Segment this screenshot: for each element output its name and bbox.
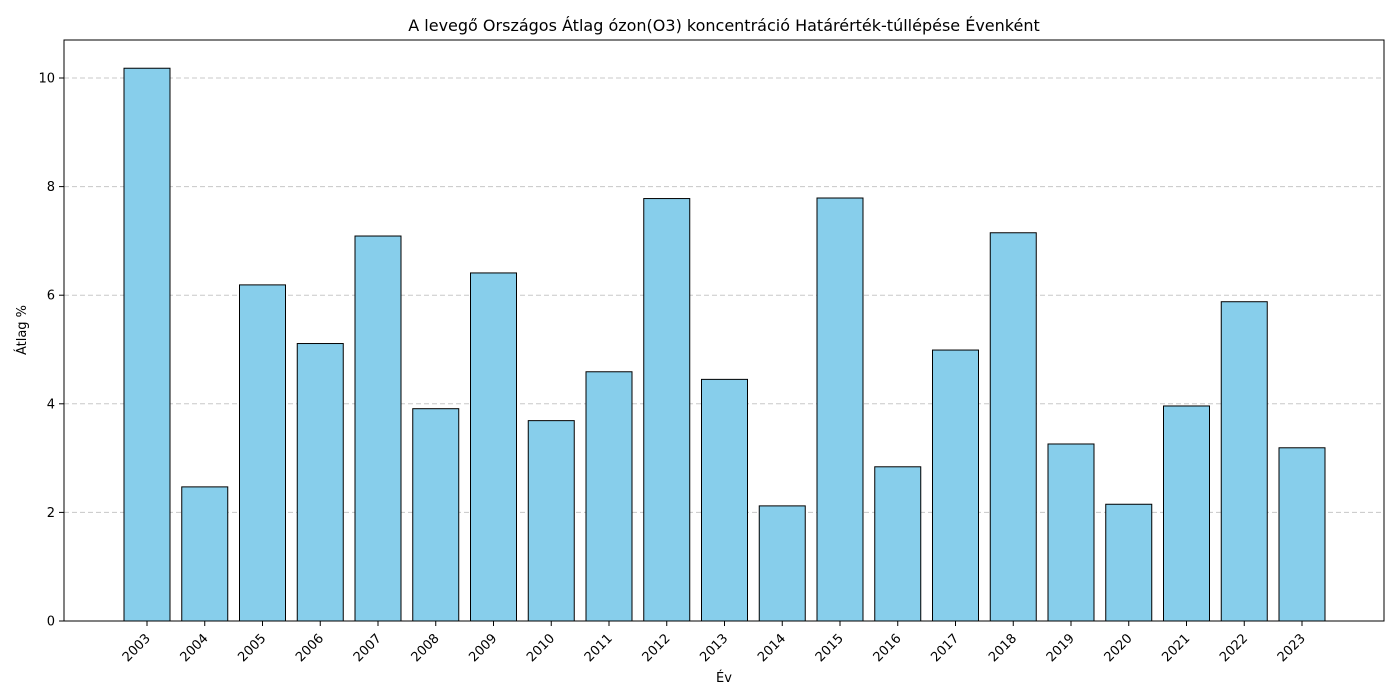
x-tick-label: 2017 [928,631,962,665]
x-tick-label: 2010 [524,631,558,665]
bar-2014 [758,505,806,622]
x-tick-label: 2004 [178,631,212,665]
bar-2013 [701,378,748,622]
x-axis-label: Év [716,670,732,686]
bar-2009 [470,272,517,622]
x-tick-label: 2014 [755,631,789,665]
bar-2020 [1105,503,1153,622]
bar-2022 [1220,301,1268,622]
bar-2004 [181,486,229,622]
y-axis: 0 2 4 6 8 10 [38,72,64,630]
bar-2006 [296,343,344,622]
bar-2018 [989,232,1037,622]
x-tick-label: 2012 [640,631,674,665]
bar-2017 [932,349,979,622]
x-tick-label: 2022 [1217,631,1251,665]
x-axis: 2003 2004 2005 2006 2007 2008 2009 2010 2011 2012… [120,621,1309,665]
x-tick-label: 2007 [351,631,385,665]
x-tick-label: 2006 [293,631,327,665]
y-tick-label: 8 [47,180,55,195]
x-tick-label: 2019 [1044,631,1078,665]
y-tick-label: 0 [47,615,55,630]
bars [123,67,1326,622]
bar-2010 [527,420,575,622]
bar-2012 [643,198,691,622]
x-tick-label: 2018 [986,631,1020,665]
x-tick-label: 2009 [466,631,500,665]
y-tick-label: 2 [47,506,55,521]
bar-2005 [239,284,286,622]
x-tick-label: 2023 [1275,631,1309,665]
y-tick-label: 6 [47,289,55,304]
bar-2003 [123,67,171,622]
chart-title: A levegő Országos Átlag ózon(O3) koncent… [408,16,1039,35]
x-tick-label: 2021 [1159,631,1193,665]
x-tick-label: 2020 [1102,631,1136,665]
bar-2021 [1163,405,1210,622]
bar-2023 [1278,447,1326,622]
x-tick-label: 2015 [813,631,847,665]
x-tick-label: 2011 [582,631,616,665]
y-tick-label: 4 [47,397,55,412]
bar-2019 [1047,443,1095,622]
x-tick-label: 2003 [120,631,154,665]
x-tick-label: 2008 [409,631,443,665]
bar-2007 [354,235,402,622]
bar-2008 [412,408,460,622]
x-tick-label: 2016 [871,631,905,665]
bar-2011 [585,371,633,622]
y-tick-label: 10 [38,72,55,87]
bar-2015 [816,197,864,622]
x-tick-label: 2005 [235,631,269,665]
x-tick-label: 2013 [697,631,731,665]
y-axis-label: Átlag % [14,305,30,355]
bar-2016 [874,466,922,622]
